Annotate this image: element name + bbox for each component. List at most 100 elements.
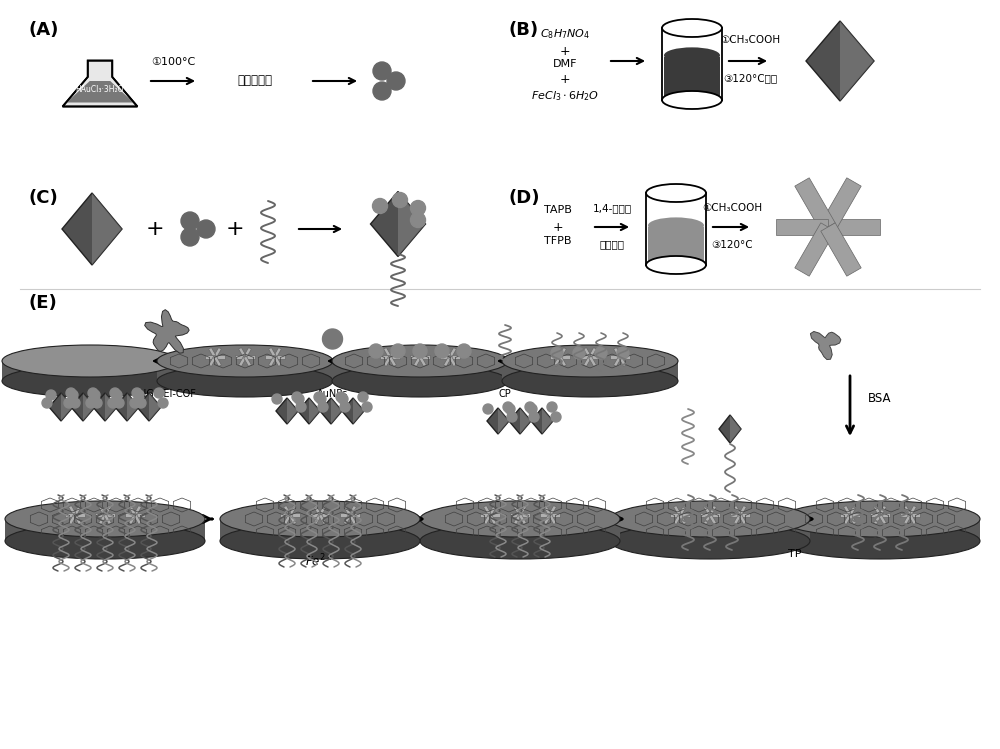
Text: TAPB: TAPB [544,205,572,215]
Polygon shape [104,506,111,516]
Polygon shape [554,357,561,366]
Circle shape [316,394,326,404]
Circle shape [294,394,304,404]
Polygon shape [828,219,880,235]
Polygon shape [544,515,551,524]
Polygon shape [484,506,491,516]
Polygon shape [620,355,630,359]
Ellipse shape [502,365,678,397]
Text: 柠檬酸三钓: 柠檬酸三钓 [238,74,272,88]
Polygon shape [489,506,496,516]
Ellipse shape [332,345,508,377]
Circle shape [483,404,493,414]
Polygon shape [353,398,364,424]
Polygon shape [320,513,330,517]
Ellipse shape [646,184,706,202]
Polygon shape [344,506,351,516]
Text: 1,4-二恶烷: 1,4-二恶烷 [592,203,632,213]
Polygon shape [730,415,741,443]
Polygon shape [734,506,741,516]
Polygon shape [739,506,746,516]
Bar [5,519,205,541]
Polygon shape [554,348,561,358]
Polygon shape [844,515,851,524]
Polygon shape [844,506,851,516]
Polygon shape [840,21,874,101]
Polygon shape [69,506,76,516]
Polygon shape [275,355,285,359]
Text: $C_8H_7NO_4$: $C_8H_7NO_4$ [540,27,590,40]
Polygon shape [115,393,139,421]
Circle shape [154,388,164,398]
Circle shape [110,388,120,398]
Ellipse shape [332,365,508,397]
Polygon shape [730,513,740,517]
Polygon shape [444,348,451,358]
Circle shape [197,220,215,238]
Text: +: + [560,73,570,86]
Polygon shape [589,357,596,366]
Polygon shape [874,515,881,524]
Polygon shape [350,513,360,517]
Polygon shape [310,513,320,517]
Polygon shape [349,506,356,516]
Text: AuNPs: AuNPs [317,389,348,399]
Polygon shape [105,393,117,421]
Circle shape [338,394,348,404]
Polygon shape [550,513,560,517]
Polygon shape [449,357,456,366]
Circle shape [595,347,607,359]
Polygon shape [806,21,874,101]
Polygon shape [490,513,500,517]
Polygon shape [840,513,850,517]
Polygon shape [584,357,591,366]
Text: (D): (D) [508,189,540,207]
Polygon shape [344,515,351,524]
Text: +: + [553,221,563,234]
Text: NG-PEI-COF: NG-PEI-COF [139,389,196,399]
Polygon shape [276,398,298,424]
Polygon shape [67,81,133,103]
Circle shape [134,390,144,400]
Ellipse shape [610,523,810,559]
Polygon shape [331,398,342,424]
Polygon shape [549,515,556,524]
Circle shape [336,392,346,402]
Polygon shape [274,357,281,366]
Text: ③120°C油浴: ③120°C油浴 [723,73,777,83]
Ellipse shape [157,345,333,377]
Text: $Fe^{2+}$: $Fe^{2+}$ [305,553,335,569]
Polygon shape [49,393,73,421]
Polygon shape [444,357,451,366]
Circle shape [108,398,118,408]
Text: 均三甲苯: 均三甲苯 [600,239,624,249]
Polygon shape [205,355,215,359]
Ellipse shape [502,345,678,377]
Polygon shape [450,355,460,359]
Polygon shape [419,357,426,366]
Ellipse shape [780,523,980,559]
Text: ③120°C: ③120°C [711,240,753,250]
Circle shape [181,228,199,246]
Polygon shape [239,357,246,366]
Polygon shape [520,408,531,434]
Polygon shape [870,513,880,517]
Polygon shape [879,506,886,516]
Circle shape [86,398,96,408]
Polygon shape [480,513,490,517]
Polygon shape [314,506,321,516]
Circle shape [413,344,427,358]
Ellipse shape [610,501,810,537]
Polygon shape [389,357,396,366]
Polygon shape [910,513,920,517]
Polygon shape [129,515,136,524]
Polygon shape [99,515,106,524]
Text: (A): (A) [28,21,58,39]
Text: CP: CP [499,389,511,399]
Polygon shape [674,515,681,524]
Polygon shape [380,355,390,359]
Polygon shape [560,355,570,359]
Polygon shape [290,513,300,517]
Polygon shape [584,348,591,358]
Polygon shape [245,355,255,359]
